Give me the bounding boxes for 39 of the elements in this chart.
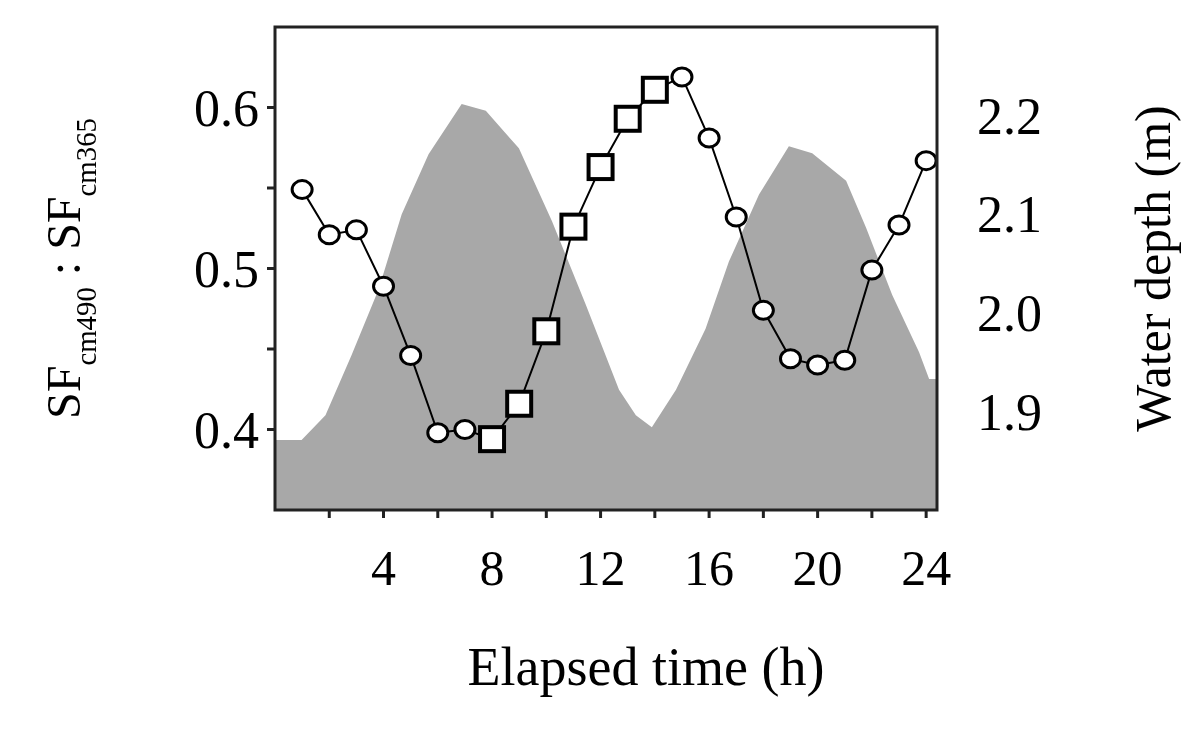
x-tick-label: 16 xyxy=(684,540,735,596)
point xyxy=(887,214,911,236)
point xyxy=(613,104,642,133)
x-tick-label: 20 xyxy=(792,540,843,596)
point xyxy=(724,206,748,228)
y2-tick-label: 2.1 xyxy=(977,186,1042,244)
point xyxy=(751,299,775,321)
point xyxy=(532,317,561,346)
point xyxy=(559,212,588,241)
point xyxy=(914,150,938,172)
point xyxy=(806,354,830,376)
point xyxy=(505,389,534,418)
y-tick-label: 0.6 xyxy=(194,79,259,137)
y2-tick-label: 2.0 xyxy=(977,285,1042,343)
point xyxy=(317,224,341,246)
point xyxy=(860,259,884,281)
point xyxy=(833,349,857,371)
x-tick-label: 24 xyxy=(901,540,952,596)
y2-tick-label: 2.2 xyxy=(977,87,1042,145)
x-tick-label: 12 xyxy=(575,540,626,596)
point xyxy=(399,344,423,366)
x-tick-label: 4 xyxy=(371,540,397,596)
point xyxy=(344,219,368,241)
point xyxy=(453,419,477,440)
point xyxy=(778,348,802,370)
point xyxy=(372,275,396,297)
point xyxy=(426,422,450,444)
y2-axis-title: Water depth (m) xyxy=(1125,105,1181,432)
point xyxy=(290,179,314,201)
point xyxy=(640,75,669,104)
point xyxy=(670,66,694,88)
y2-tick-label: 1.9 xyxy=(977,383,1042,441)
y-tick-label: 0.5 xyxy=(194,240,259,298)
x-axis-title: Elapsed time (h) xyxy=(467,637,825,697)
x-tick-label: 8 xyxy=(479,540,505,596)
point xyxy=(478,425,507,454)
y-tick-label: 0.4 xyxy=(194,401,259,459)
point xyxy=(697,127,721,149)
point xyxy=(586,153,615,182)
